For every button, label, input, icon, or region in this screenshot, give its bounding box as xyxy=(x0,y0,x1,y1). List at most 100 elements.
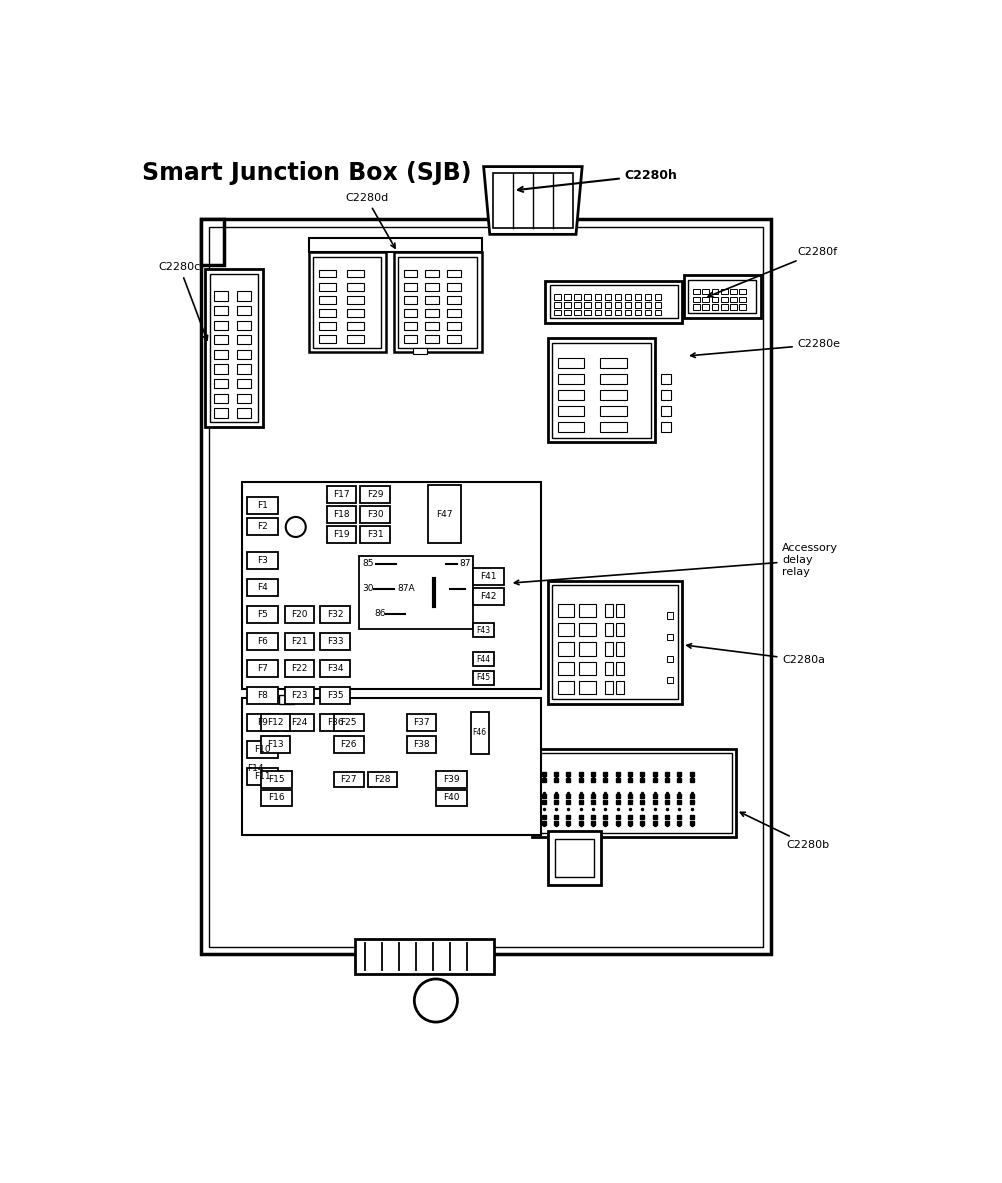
Bar xyxy=(241,483,540,689)
Bar xyxy=(261,771,292,788)
Bar xyxy=(334,715,363,731)
Bar xyxy=(246,660,278,677)
Bar xyxy=(552,343,650,438)
Bar xyxy=(359,556,472,629)
Bar xyxy=(403,322,417,330)
Bar xyxy=(246,687,278,704)
Text: F23: F23 xyxy=(291,691,308,700)
Bar xyxy=(599,390,626,400)
Text: 87A: 87A xyxy=(397,584,415,593)
Bar xyxy=(615,681,623,694)
Text: F27: F27 xyxy=(341,775,357,784)
Bar xyxy=(285,606,314,623)
Text: Smart Junction Box (SJB): Smart Junction Box (SJB) xyxy=(141,161,471,186)
Bar xyxy=(661,422,670,432)
Bar xyxy=(624,295,631,299)
Bar xyxy=(557,681,574,694)
Bar xyxy=(738,297,745,302)
Bar xyxy=(425,309,439,317)
Bar xyxy=(584,310,591,315)
Circle shape xyxy=(286,517,306,537)
Text: F4: F4 xyxy=(257,583,268,593)
Bar xyxy=(666,634,672,640)
Bar xyxy=(472,671,494,685)
Bar xyxy=(604,295,611,299)
Bar xyxy=(661,374,670,383)
Bar xyxy=(552,586,677,699)
Bar xyxy=(403,309,417,317)
Bar xyxy=(246,497,278,513)
Text: F38: F38 xyxy=(413,739,429,749)
Text: F16: F16 xyxy=(268,794,285,802)
Bar xyxy=(246,741,278,758)
Text: F8: F8 xyxy=(257,691,268,700)
Bar xyxy=(393,252,482,353)
Bar xyxy=(604,681,612,694)
Bar xyxy=(446,296,460,304)
Text: F29: F29 xyxy=(367,490,383,499)
Bar xyxy=(532,749,735,838)
Bar xyxy=(261,736,290,752)
Bar xyxy=(554,302,561,308)
Bar xyxy=(213,321,227,330)
Bar xyxy=(615,623,623,636)
Bar xyxy=(237,350,250,360)
Bar xyxy=(334,736,363,752)
Text: F28: F28 xyxy=(374,775,391,784)
Polygon shape xyxy=(483,167,581,234)
Bar xyxy=(237,408,250,418)
Bar xyxy=(436,771,466,788)
Text: F2: F2 xyxy=(257,523,268,531)
Bar xyxy=(624,310,631,315)
Bar xyxy=(436,789,466,807)
Bar xyxy=(246,715,278,731)
Bar xyxy=(564,310,571,315)
Bar xyxy=(347,296,363,304)
Bar xyxy=(574,295,581,299)
Bar xyxy=(615,642,623,655)
Bar xyxy=(554,295,561,299)
Text: F1: F1 xyxy=(257,500,268,510)
Text: F32: F32 xyxy=(327,610,343,619)
Text: F30: F30 xyxy=(367,510,383,519)
Bar xyxy=(564,295,571,299)
Bar xyxy=(213,335,227,344)
Bar xyxy=(710,304,717,310)
Text: F40: F40 xyxy=(443,794,459,802)
Bar xyxy=(403,283,417,291)
Bar xyxy=(547,338,654,442)
Text: C2280b: C2280b xyxy=(739,813,829,849)
Bar xyxy=(584,302,591,308)
Bar xyxy=(425,283,439,291)
Bar xyxy=(644,310,651,315)
Bar xyxy=(360,486,390,503)
Bar xyxy=(557,422,584,432)
Bar xyxy=(557,661,574,674)
Bar xyxy=(634,310,641,315)
Text: F20: F20 xyxy=(291,610,308,619)
Text: F21: F21 xyxy=(291,638,308,646)
Bar xyxy=(425,270,439,278)
Bar xyxy=(604,661,612,674)
Text: F34: F34 xyxy=(327,664,343,673)
Bar xyxy=(200,219,223,265)
Bar xyxy=(355,939,493,974)
Text: 30: 30 xyxy=(363,584,374,593)
Bar xyxy=(472,568,503,584)
Bar xyxy=(738,289,745,295)
Text: F17: F17 xyxy=(333,490,349,499)
Bar xyxy=(246,606,278,623)
Bar xyxy=(578,681,595,694)
Bar xyxy=(492,173,572,228)
Text: F12: F12 xyxy=(268,718,284,728)
Bar xyxy=(327,486,356,503)
Text: F45: F45 xyxy=(476,673,490,683)
Bar xyxy=(599,357,626,368)
Bar xyxy=(319,283,336,291)
Text: F25: F25 xyxy=(341,718,357,728)
Text: F10: F10 xyxy=(255,745,271,754)
Bar xyxy=(213,408,227,418)
Bar xyxy=(557,623,574,636)
Bar xyxy=(261,789,292,807)
Bar xyxy=(406,736,436,752)
